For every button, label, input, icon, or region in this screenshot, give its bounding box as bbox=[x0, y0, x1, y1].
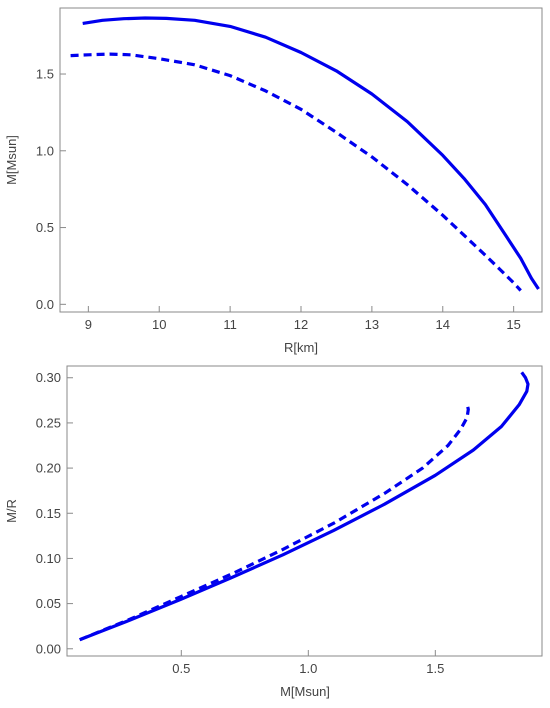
chart-compactness-mass: 0.5 1.0 1.5 0.00 0.05 0.10 0.15 0.20 0.25 0.30 M… bbox=[4, 365, 543, 699]
x-tick-label: 1.5 bbox=[426, 661, 444, 676]
series-line-solid bbox=[82, 16, 540, 290]
x-tick-label: 12 bbox=[294, 317, 308, 332]
series-group-bottom bbox=[79, 371, 530, 642]
y-tick-label: 0.05 bbox=[36, 596, 61, 611]
x-tick-label: 10 bbox=[152, 317, 166, 332]
x-tick-label: 13 bbox=[365, 317, 379, 332]
x-ticks-top: 9 10 11 12 13 14 15 bbox=[85, 306, 521, 332]
y-tick-label: 0.10 bbox=[36, 551, 61, 566]
y-tick-label: 1.5 bbox=[36, 67, 54, 82]
y-ticks-top: 0.0 0.5 1.0 1.5 bbox=[36, 67, 66, 312]
x-tick-label: 11 bbox=[223, 317, 237, 332]
y-axis-label-bottom: M/R bbox=[4, 499, 19, 523]
chart-mass-radius: 9 10 11 12 13 14 15 0.0 0.5 1.0 1.5 R[km] M[Msun] bbox=[4, 7, 543, 355]
x-tick-label: 15 bbox=[506, 317, 520, 332]
y-tick-label: 0.5 bbox=[36, 220, 54, 235]
series-line-dashed bbox=[79, 403, 470, 642]
y-axis-label-top: M[Msun] bbox=[4, 135, 19, 185]
series-line-solid bbox=[79, 371, 530, 642]
series-group-top bbox=[70, 16, 540, 292]
x-tick-label: 0.5 bbox=[172, 661, 190, 676]
y-tick-label: 0.15 bbox=[36, 506, 61, 521]
x-tick-label: 14 bbox=[436, 317, 450, 332]
y-ticks-bottom: 0.00 0.05 0.10 0.15 0.20 0.25 0.30 bbox=[36, 370, 73, 656]
x-ticks-bottom: 0.5 1.0 1.5 bbox=[172, 650, 444, 676]
x-tick-label: 9 bbox=[85, 317, 92, 332]
plot-frame-bottom bbox=[66, 365, 543, 657]
y-tick-label: 0.00 bbox=[36, 641, 61, 656]
x-tick-label: 1.0 bbox=[299, 661, 317, 676]
x-axis-label-top: R[km] bbox=[284, 340, 318, 355]
y-tick-label: 0.30 bbox=[36, 370, 61, 385]
y-tick-label: 0.0 bbox=[36, 297, 54, 312]
series-line-dashed bbox=[70, 52, 522, 292]
y-tick-label: 1.0 bbox=[36, 143, 54, 158]
x-axis-label-bottom: M[Msun] bbox=[280, 684, 330, 699]
y-tick-label: 0.25 bbox=[36, 415, 61, 430]
y-tick-label: 0.20 bbox=[36, 461, 61, 476]
